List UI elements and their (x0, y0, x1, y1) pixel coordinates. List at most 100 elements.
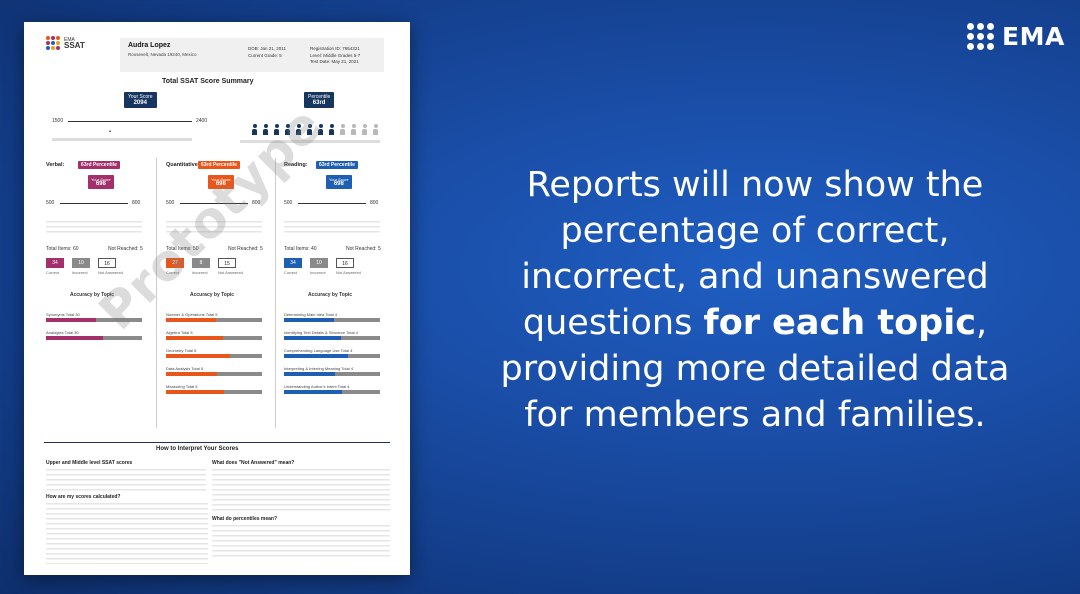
correct-count: 27 (166, 258, 184, 268)
topic-bar-correct (284, 318, 334, 322)
ema-logo: EMA (967, 22, 1065, 51)
ema-logo-text: EMA (1002, 22, 1065, 51)
section-scale-line (60, 203, 128, 204)
person-icon (362, 124, 367, 135)
person-icon (373, 124, 378, 135)
person-icon (351, 124, 356, 135)
section-min: 500 (284, 200, 293, 206)
topic-bar-correct (284, 354, 348, 358)
section-score: 698 (215, 181, 226, 187)
section-max: 800 (132, 200, 141, 206)
incorrect-label: Incorrect (72, 270, 88, 275)
section-percentile: 63rd Percentile (316, 161, 358, 169)
total-items: Total Items: 50 (166, 246, 199, 252)
headline-line-4-post: , (975, 303, 988, 343)
section-name: Verbal: (46, 162, 65, 168)
section-max: 800 (370, 200, 379, 206)
score-scale-line (68, 121, 192, 122)
not-answered-count: 16 (98, 258, 116, 268)
correct-count: 34 (46, 258, 64, 268)
person-icon (318, 124, 323, 135)
correct-count: 34 (284, 258, 302, 268)
person-icon (274, 124, 279, 135)
section-score-tag: Your Score 698 (88, 175, 114, 189)
topic-bar-correct (284, 390, 342, 394)
accuracy-title: Accuracy by Topic (70, 292, 115, 298)
ssat-logo-big: SSAT (64, 41, 85, 50)
interpret-title: How to Interpret Your Scores (156, 446, 239, 452)
not-answered-count: 15 (218, 258, 236, 268)
incorrect-label: Incorrect (310, 270, 326, 275)
topic-label: Interpreting & Inferring Meaning Total 4 (284, 366, 354, 371)
score-report-document: EMA SSAT Audra Lopez Roosevelt, Nevada 1… (24, 22, 410, 575)
section-min: 500 (166, 200, 175, 206)
incorrect-count: 8 (192, 258, 210, 268)
section-scale-line (180, 203, 248, 204)
test-info: Registration ID: 7654321 Level: Middle G… (310, 46, 360, 66)
accuracy-title: Accuracy by Topic (190, 292, 235, 298)
headline-line-1: Reports will now show the (526, 165, 984, 205)
headline-line-2: percentage of correct, (560, 211, 950, 251)
prototype-watermark: Prototype (88, 95, 334, 342)
topic-label: Understanding Author's Intent Total 4 (284, 384, 350, 389)
student-grade: Current Grade: 5 (248, 52, 282, 58)
headline-line-4: questions for each topic, (462, 300, 1048, 346)
section-name: Reading: (284, 162, 308, 168)
incorrect-count: 10 (310, 258, 328, 268)
topic-label: Comprehending Language Use Total 4 (284, 348, 353, 353)
topic-label: Algebra Total 5 (166, 330, 193, 335)
incorrect-label: Incorrect (192, 270, 208, 275)
correct-label: Correct (46, 270, 60, 275)
accuracy-title: Accuracy by Topic (308, 292, 353, 298)
your-score-value: 2094 (133, 100, 147, 106)
section-max: 800 (252, 200, 261, 206)
your-score-tag: Your Score 2094 (124, 92, 157, 108)
topic-bar-correct (284, 336, 341, 340)
correct-label: Correct (284, 270, 298, 275)
person-icon (329, 124, 334, 135)
not-answered-count: 16 (336, 258, 354, 268)
topic-label: Number & Operations Total 5 (166, 312, 218, 317)
not-answered-label: Not Answered (218, 270, 243, 275)
total-items: Total Items: 40 (284, 246, 317, 252)
topic-bar-correct (46, 318, 96, 322)
section-note (284, 220, 380, 234)
percentile-label: Percentile (308, 94, 331, 100)
not-reached: Not Reached: 5 (108, 246, 143, 252)
upper-middle-heading: Upper and Middle level SSAT scores (46, 460, 133, 466)
section-name: Quantitative: (166, 162, 200, 168)
not-reached: Not Reached: 5 (346, 246, 381, 252)
student-info: DOB: Jan 21, 2011 Current Grade: 5 (248, 46, 286, 59)
section-scale-line (298, 203, 366, 204)
correct-label: Correct (166, 270, 180, 275)
not-reached: Not Reached: 5 (228, 246, 263, 252)
topic-label: Data Analysis Total 5 (166, 366, 204, 371)
section-percentile: 63rd Percentile (78, 161, 120, 169)
range-max: 2400 (196, 118, 208, 124)
person-icon (285, 124, 290, 135)
headline: Reports will now show the percentage of … (462, 162, 1048, 438)
student-name: Audra Lopez (128, 42, 171, 49)
note-line (52, 138, 192, 141)
topic-label: Geometry Total 5 (166, 348, 197, 353)
percentile-note-line (240, 140, 380, 143)
section-note (46, 220, 142, 234)
registration-id: Registration ID: 7654321 (310, 46, 360, 51)
ssat-logo: EMA SSAT (46, 36, 85, 50)
ssat-name: EMA SSAT (64, 37, 85, 50)
person-icon (296, 124, 301, 135)
average-note: ▲ (108, 128, 112, 133)
person-icon (263, 124, 268, 135)
your-score-label: Your Score (128, 94, 153, 100)
student-header: Audra Lopez Roosevelt, Nevada 19240, Mex… (120, 38, 384, 72)
headline-line-6: for members and families. (524, 395, 986, 435)
ema-dots-icon (967, 23, 994, 50)
percentile-value: 63rd (312, 100, 326, 106)
column-divider-1 (156, 158, 157, 428)
topic-bar-correct (166, 372, 217, 376)
total-items: Total Items: 60 (46, 246, 79, 252)
how-calculated-text (46, 502, 208, 564)
topic-label: Identifying Text Details & Structure Tot… (284, 330, 358, 335)
percentiles-text (212, 524, 390, 560)
topic-bar-correct (166, 336, 223, 340)
